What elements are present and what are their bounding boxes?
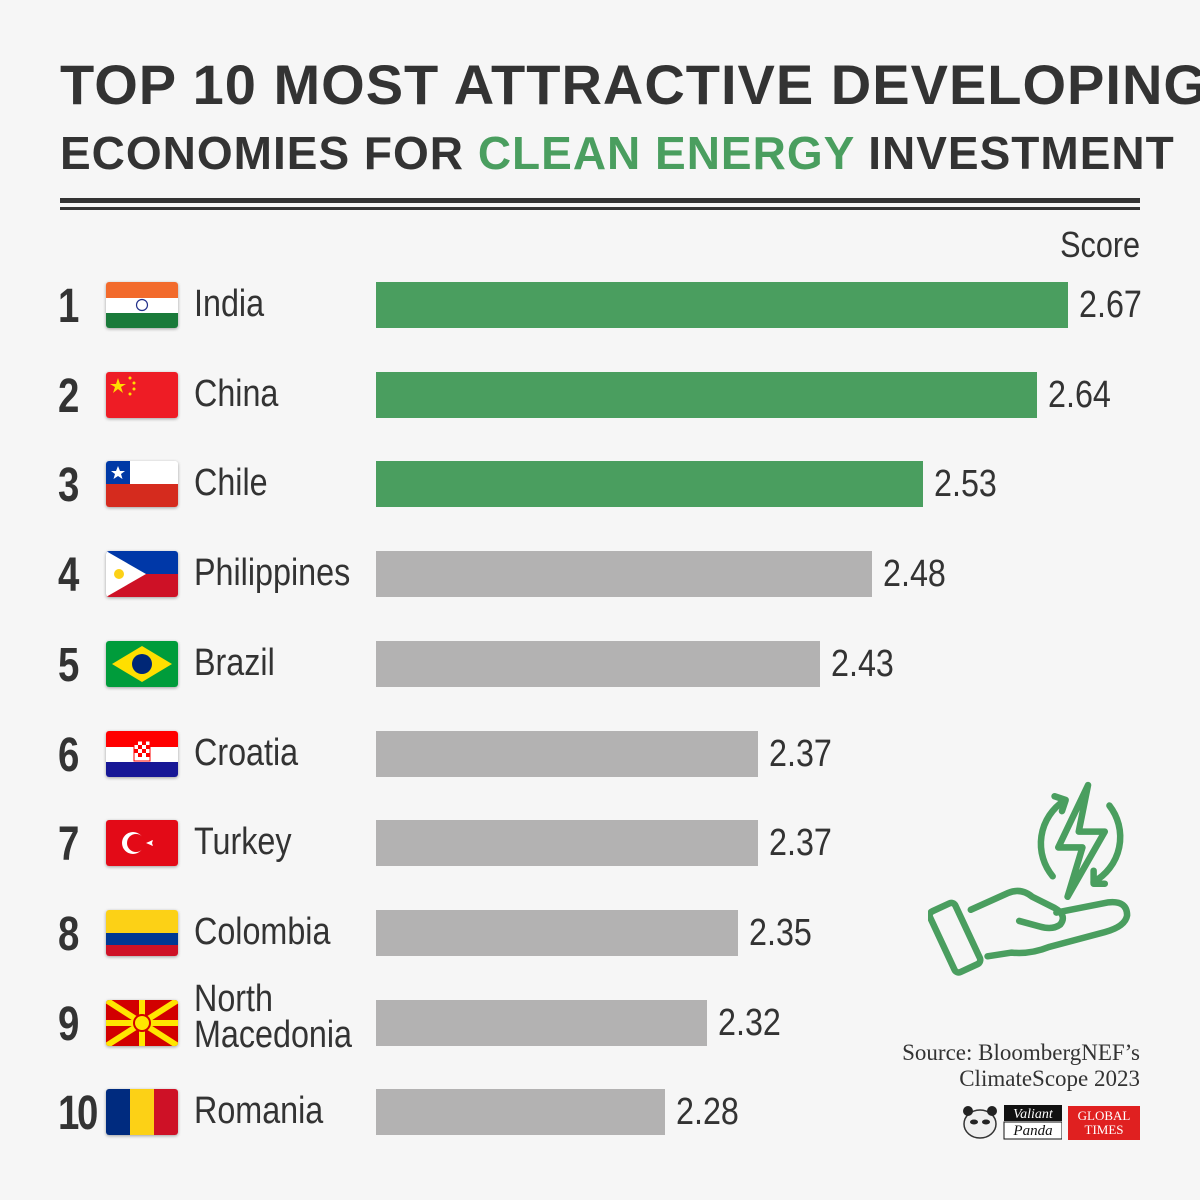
global-times-logo: GLOBAL TIMES [1068, 1106, 1140, 1140]
bar [376, 999, 707, 1046]
value-label: 2.64 [1048, 373, 1111, 416]
country-label: Chile [194, 462, 268, 505]
bar [376, 909, 738, 956]
value-label: 2.48 [882, 553, 946, 596]
country-label: Croatia [194, 731, 299, 774]
rank-label: 1 [58, 280, 80, 333]
source-line: ClimateScope 2023 [959, 1066, 1140, 1091]
bar [376, 1089, 666, 1136]
value-label: 2.53 [934, 463, 998, 506]
rank-label: 10 [58, 1087, 98, 1141]
china-flag [106, 371, 178, 418]
country-label: Brazil [194, 641, 275, 684]
rank-label: 4 [58, 549, 80, 603]
country-label: China [194, 372, 279, 415]
philippines-flag [106, 551, 178, 598]
bar [376, 551, 872, 598]
chart-row: 9 North Macedonia 2.32 [0, 980, 1200, 1054]
brazil-flag [106, 640, 178, 687]
hand-with-renewable-energy-icon [928, 781, 1131, 976]
country-label: India [194, 283, 265, 325]
rank-label: 2 [58, 369, 80, 423]
source-note: Source: BloombergNEF’s ClimateScope 2023 [902, 1040, 1140, 1092]
turkey-flag [106, 820, 178, 867]
chart-row: 10 Romania 2.28 [0, 1082, 1200, 1142]
rank-label: 5 [58, 638, 80, 692]
svg-text:Valiant: Valiant [1013, 1107, 1054, 1122]
country-label-line: North [194, 977, 273, 1020]
country-label: Colombia [194, 910, 331, 953]
valiant-panda-logo: Valiant Panda [963, 1105, 1062, 1140]
title-line-2: ECONOMIES FOR CLEAN ENERGY INVESTMENT [60, 126, 1174, 180]
value-label: 2.67 [1079, 284, 1142, 326]
bar [376, 461, 924, 508]
north-macedonia-flag [106, 999, 178, 1046]
value-label: 2.37 [769, 732, 833, 775]
value-label: 2.28 [676, 1091, 740, 1134]
title-line-1: TOP 10 MOST ATTRACTIVE DEVELOPING [60, 53, 1200, 116]
title-text: ECONOMIES FOR [60, 127, 478, 179]
bar [376, 640, 821, 687]
title-highlight: CLEAN ENERGY [477, 127, 855, 179]
chart-row: 1 India 2.67 [0, 275, 1200, 335]
divider [60, 207, 1140, 210]
chart-row: 5 Brazil 2.43 [0, 634, 1200, 694]
chile-flag [106, 461, 178, 508]
rank-label: 7 [58, 818, 80, 872]
chart-row: 7 Turkey 2.37 [0, 813, 1200, 873]
value-label: 2.35 [748, 911, 812, 954]
rank-label: 3 [58, 459, 80, 513]
country-label: Romania [194, 1090, 324, 1133]
chart-row: 2 China 2.64 [0, 365, 1200, 425]
country-label: North Macedonia [194, 977, 353, 1056]
bar [376, 730, 759, 777]
rank-label: 9 [58, 997, 80, 1051]
source-line: Source: BloombergNEF’s [902, 1040, 1140, 1065]
divider [60, 198, 1140, 203]
chart-row: 6 Croatia 2.37 [0, 724, 1200, 784]
chart-row: 4 Philippines 2.48 [0, 544, 1200, 604]
value-label: 2.37 [769, 822, 833, 865]
chart-row: 3 Chile 2.53 [0, 454, 1200, 514]
rank-label: 6 [58, 728, 80, 782]
score-header: Score [1060, 224, 1140, 265]
svg-text:Panda: Panda [1012, 1123, 1052, 1139]
romania-flag [106, 1089, 178, 1136]
chart-row: 8 Colombia 2.35 [0, 903, 1200, 963]
colombia-flag [106, 909, 178, 956]
country-label: Philippines [194, 552, 351, 595]
title-text: INVESTMENT [854, 127, 1175, 179]
bar [376, 371, 1038, 418]
value-label: 2.32 [717, 1001, 781, 1044]
rank-label: 8 [58, 907, 80, 961]
bar [376, 820, 759, 867]
bar [376, 282, 1069, 328]
value-label: 2.43 [831, 642, 895, 685]
country-label: Turkey [194, 821, 292, 864]
croatia-flag [106, 730, 178, 777]
country-label-line: Macedonia [194, 1013, 353, 1056]
india-flag [106, 282, 178, 328]
